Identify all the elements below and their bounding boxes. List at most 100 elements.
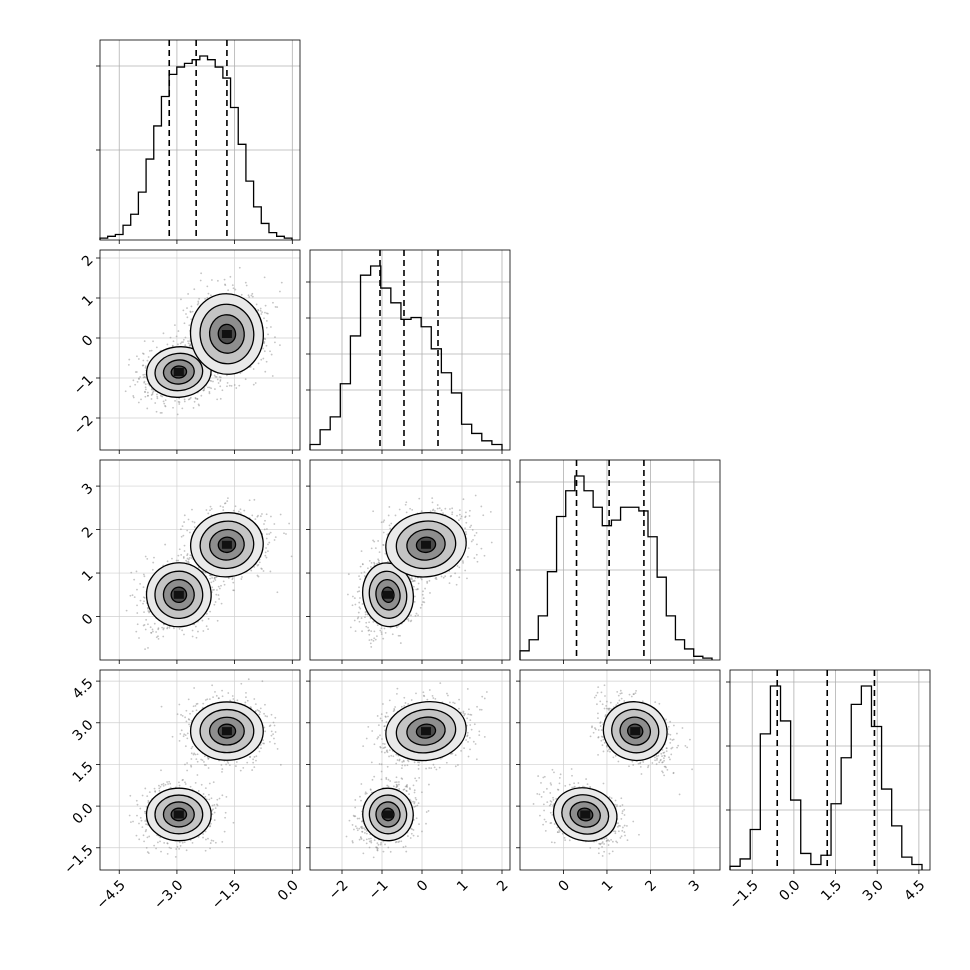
scatter-point: [440, 575, 443, 578]
scatter-point: [265, 360, 268, 363]
scatter-point: [193, 288, 196, 291]
scatter-point: [140, 819, 143, 822]
scatter-point: [201, 759, 204, 761]
scatter-point: [265, 312, 268, 315]
scatter-point: [135, 570, 138, 573]
scatter-point: [141, 826, 144, 829]
contour-line: [145, 562, 212, 628]
scatter-point: [181, 629, 184, 632]
contour-line: [162, 578, 195, 611]
scatter-point: [192, 407, 195, 409]
scatter-point: [159, 785, 162, 788]
scatter-point: [368, 629, 371, 632]
scatter-point: [186, 307, 188, 309]
scatter-point: [244, 281, 247, 284]
scatter-point: [263, 341, 266, 343]
scatter-point: [435, 578, 438, 581]
scatter-point: [264, 338, 267, 341]
scatter-point: [210, 279, 213, 281]
scatter-point: [155, 636, 158, 639]
density-content: [310, 460, 510, 660]
scatter-point: [202, 833, 205, 835]
contour-line: [199, 520, 255, 570]
scatter-point: [214, 576, 216, 579]
contour-line: [189, 293, 264, 375]
scatter-point: [244, 701, 247, 704]
scatter-point: [359, 597, 361, 599]
scatter-point: [189, 554, 192, 557]
scatter-point: [147, 610, 150, 612]
scatter-point: [134, 383, 137, 386]
scatter-point: [225, 795, 228, 798]
scatter-point: [412, 580, 414, 583]
scatter-point: [383, 519, 386, 522]
scatter-point: [174, 400, 176, 402]
scatter-point: [209, 610, 212, 613]
scatter-point: [213, 374, 216, 377]
scatter-point: [194, 625, 197, 628]
scatter-point: [420, 510, 423, 513]
scatter-point: [196, 398, 199, 401]
scatter-point: [144, 830, 147, 833]
scatter-point: [142, 373, 145, 376]
scatter-point: [374, 547, 377, 550]
scatter-point: [210, 507, 213, 510]
scatter-point: [162, 400, 165, 403]
scatter-point: [264, 519, 266, 522]
scatter-point: [431, 501, 434, 504]
scatter-point: [483, 554, 486, 557]
scatter-point: [135, 834, 138, 837]
scatter-point: [377, 540, 380, 542]
scatter-point: [139, 582, 142, 585]
scatter-point: [183, 841, 186, 844]
scatter-point: [188, 398, 191, 400]
scatter-point: [158, 784, 160, 787]
scatter-point: [456, 514, 458, 517]
scatter-point: [380, 627, 383, 630]
scatter-point: [394, 514, 397, 517]
scatter-point: [252, 383, 255, 386]
scatter-point: [138, 378, 140, 380]
scatter-point: [180, 528, 182, 531]
scatter-point: [152, 390, 155, 393]
scatter-point: [156, 397, 159, 400]
scatter-point: [218, 598, 220, 600]
scatter-point: [125, 609, 128, 612]
scatter-point: [360, 550, 363, 553]
scatter-point: [144, 376, 147, 379]
scatter-point: [256, 515, 259, 518]
scatter-point: [163, 842, 166, 844]
scatter-point: [160, 783, 163, 786]
scatter-point: [221, 389, 224, 392]
scatter-point: [429, 592, 431, 594]
scatter-point: [257, 309, 260, 312]
scatter-point: [263, 350, 266, 353]
scatter-point: [150, 398, 153, 400]
scatter-point: [146, 557, 149, 560]
scatter-point: [183, 322, 186, 325]
scatter-point: [412, 585, 415, 588]
scatter-point: [266, 533, 268, 536]
scatter-point: [473, 557, 476, 559]
scatter-point: [182, 778, 184, 781]
scatter-point: [216, 378, 219, 381]
scatter-point: [190, 305, 193, 308]
scatter-point: [272, 301, 274, 304]
histogram-panel-3: [516, 459, 721, 664]
scatter-point: [141, 794, 144, 797]
scatter-point: [269, 570, 272, 573]
scatter-point: [211, 813, 214, 816]
scatter-point: [413, 595, 416, 598]
scatter-point: [262, 739, 264, 742]
scatter-point: [187, 518, 190, 521]
scatter-point: [409, 507, 412, 510]
scatter-point: [179, 845, 182, 847]
scatter-point: [211, 804, 214, 807]
scatter-point: [144, 787, 147, 790]
scatter-point: [368, 639, 371, 642]
scatter-point: [240, 682, 243, 685]
density-content: [100, 670, 300, 870]
scatter-point: [183, 521, 185, 523]
scatter-point: [160, 411, 163, 414]
scatter-point: [253, 756, 256, 758]
